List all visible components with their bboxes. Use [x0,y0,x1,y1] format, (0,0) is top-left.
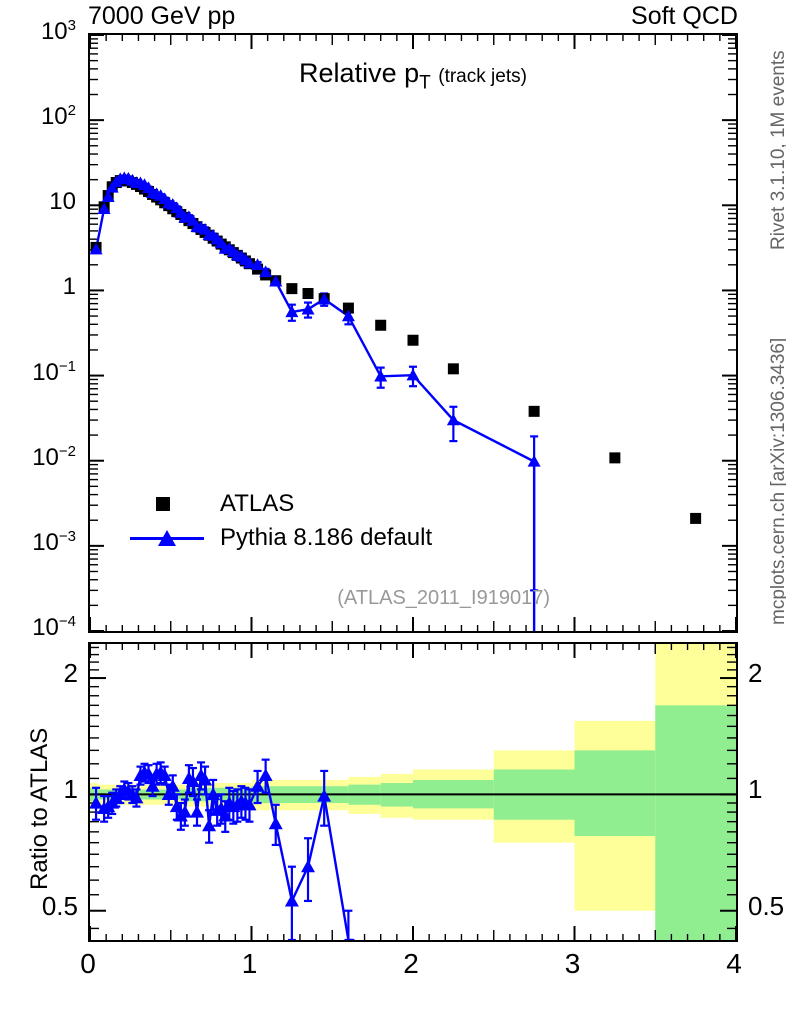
x-tick-label: 3 [564,948,581,979]
main-y-tick-label: 102 [40,102,76,131]
main-y-tick-label: 10−1 [32,357,76,386]
x-tick-label: 2 [403,948,419,979]
plot-title-suffix: (track jets) [438,66,527,87]
main-plot-canvas [90,35,736,631]
ratio-y-tick-label-right: 2 [748,658,763,689]
legend-key-triangle-icon [128,528,206,548]
x-tick-label: 1 [241,948,258,979]
mcplots-url-wrap: mcplots.cern.ch [arXiv:1306.3436] [768,338,786,647]
legend-label-pythia: Pythia 8.186 default [220,524,433,551]
legend-item-atlas[interactable]: ATLAS [128,487,432,521]
process-label: Soft QCD [631,2,738,30]
ratio-y-tick-label-left: 1 [63,774,78,805]
rivet-version-wrap: Rivet 3.1.10, 1M events [768,50,786,272]
ratio-plot-canvas [90,644,736,940]
ratio-axis-title: Ratio to ATLAS [26,727,53,890]
main-plot-panel [88,33,738,633]
ratio-y-tick-label-left: 2 [63,658,78,689]
plot-title-subscript: T [419,72,431,94]
ratio-y-tick-label-right: 1 [748,774,763,805]
ratio-y-tick-label-right: 0.5 [748,890,785,921]
main-y-tick-label: 1 [62,273,76,301]
main-y-tick-label: 10−4 [32,613,76,641]
analysis-id-watermark: (ATLAS_2011_I919017) [337,587,550,609]
main-y-tick-label: 10 [49,188,76,216]
ratio-y-tick-label-left: 0.5 [41,890,78,921]
legend-label-atlas: ATLAS [220,490,295,517]
beam-energy-label: 7000 GeV pp [88,2,236,30]
legend: ATLAS Pythia 8.186 default [128,487,432,555]
legend-item-pythia[interactable]: Pythia 8.186 default [128,521,432,555]
main-y-tick-label: 10−3 [32,527,76,556]
mcplots-url-label: mcplots.cern.ch [arXiv:1306.3436] [768,337,786,625]
plot-title: Relative pT (track jets) [88,58,738,93]
ratio-plot-panel [88,642,738,942]
rivet-version-label: Rivet 3.1.10, 1M events [768,50,786,250]
x-tick-label: 0 [80,948,96,979]
main-y-tick-label: 103 [40,17,76,45]
legend-key-square-icon [128,494,206,514]
x-tick-label: 4 [726,948,742,979]
plot-title-main: Relative p [299,58,420,88]
main-y-tick-label: 10−2 [32,442,76,471]
